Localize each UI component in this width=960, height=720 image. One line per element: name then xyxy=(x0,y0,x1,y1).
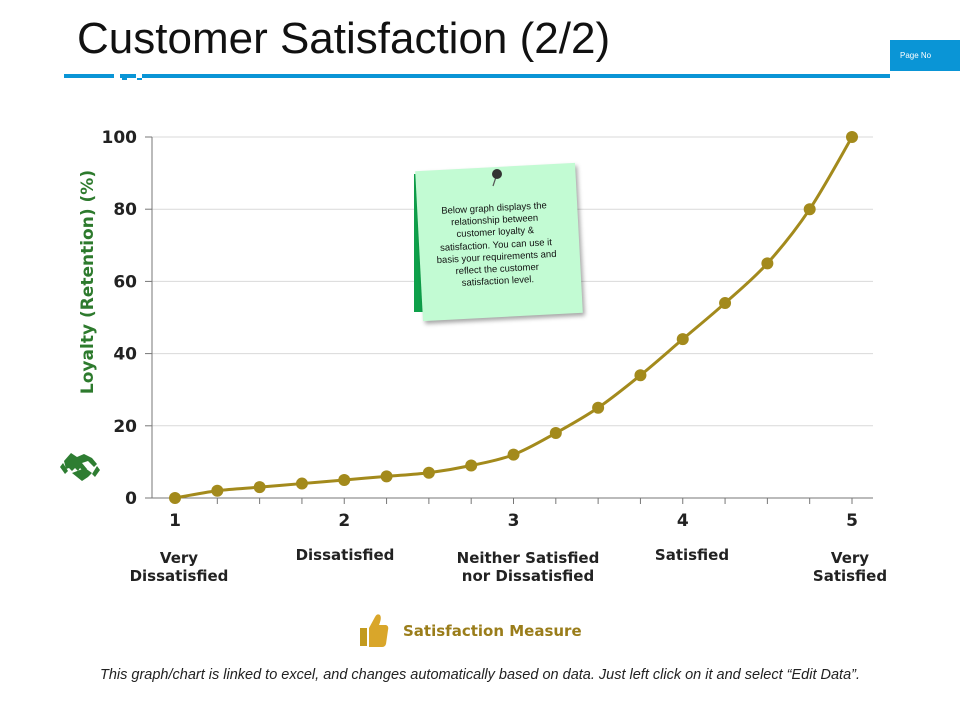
data-point xyxy=(211,484,224,497)
y-axis-label: Loyalty (Retention) (%) xyxy=(78,170,98,394)
data-point xyxy=(465,459,478,472)
data-point xyxy=(592,401,605,414)
category-label-very-dissatisfied: Very Dissatisfied xyxy=(129,549,229,585)
category-label-satisfied: Satisfied xyxy=(654,546,730,564)
y-tick-label: 80 xyxy=(113,200,137,220)
data-point xyxy=(253,481,266,494)
x-tick-label: 4 xyxy=(677,511,689,531)
data-point xyxy=(507,448,520,461)
x-tick-labels: 1 2 3 4 5 xyxy=(169,511,858,531)
chart-grid xyxy=(152,136,873,427)
sticky-note-text: Below graph displays the relationship be… xyxy=(436,200,557,290)
y-tick-labels: 0 20 40 60 80 100 xyxy=(102,128,138,509)
page-title: Customer Satisfaction (2/2) xyxy=(77,14,611,63)
pushpin-icon xyxy=(492,169,502,187)
y-tick-label: 0 xyxy=(125,489,137,509)
x-axis-label: Satisfaction Measure xyxy=(403,622,582,640)
data-point xyxy=(719,297,732,310)
x-tick-label: 5 xyxy=(846,511,858,531)
data-point xyxy=(422,466,435,479)
data-point xyxy=(169,492,181,504)
thumbs-up-icon xyxy=(360,614,389,647)
data-point xyxy=(380,470,393,483)
data-point xyxy=(634,369,647,382)
category-label-neutral: Neither Satisfied nor Dissatisfied xyxy=(456,549,600,585)
y-tick-label: 20 xyxy=(113,417,137,437)
data-point xyxy=(803,203,816,216)
data-point xyxy=(295,477,308,490)
handshake-icon xyxy=(60,453,100,481)
category-label-dissatisfied: Dissatisfied xyxy=(295,546,395,564)
x-tick-label: 3 xyxy=(508,511,520,531)
title-underline xyxy=(64,74,114,78)
footer-note: This graph/chart is linked to excel, and… xyxy=(99,667,861,683)
data-point xyxy=(338,473,351,486)
x-tick-label: 1 xyxy=(169,511,181,531)
title-underline-stub xyxy=(137,78,142,80)
title-underline-stub xyxy=(122,78,127,80)
y-tick-label: 40 xyxy=(113,345,137,365)
data-point xyxy=(549,427,562,440)
data-point xyxy=(846,131,858,143)
data-point xyxy=(676,333,689,346)
chart-axes xyxy=(145,136,873,504)
x-tick-label: 2 xyxy=(338,511,350,531)
y-tick-label: 60 xyxy=(113,272,137,292)
title-underline-dash xyxy=(120,74,136,78)
category-label-very-satisfied: Very Satisfied xyxy=(812,549,888,585)
y-tick-label: 100 xyxy=(102,128,138,148)
data-point xyxy=(761,257,774,270)
page-number-badge: Page No xyxy=(890,40,960,71)
data-points xyxy=(169,131,858,504)
title-underline-long xyxy=(142,74,890,78)
